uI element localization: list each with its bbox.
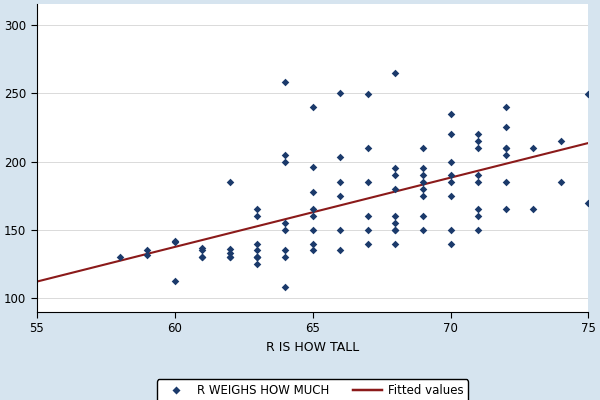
Point [308, 240, 317, 247]
Point [501, 179, 511, 185]
Point [363, 227, 373, 233]
Point [335, 227, 345, 233]
Point [501, 145, 511, 151]
Point [501, 145, 511, 151]
Point [473, 206, 483, 212]
Point [142, 247, 152, 254]
Point [280, 79, 290, 85]
Point [473, 213, 483, 220]
Point [170, 239, 179, 246]
Point [391, 240, 400, 247]
Point [556, 179, 566, 185]
Point [197, 247, 207, 254]
Point [501, 206, 511, 212]
Point [501, 152, 511, 158]
Point [308, 104, 317, 110]
Point [308, 164, 317, 170]
Point [446, 192, 455, 199]
Point [418, 192, 428, 199]
Point [280, 158, 290, 165]
Point [446, 158, 455, 165]
Point [142, 251, 152, 258]
Point [391, 165, 400, 172]
Point [308, 206, 317, 212]
Point [446, 110, 455, 117]
Point [529, 145, 538, 151]
Point [418, 172, 428, 178]
Point [391, 69, 400, 76]
Point [418, 179, 428, 185]
Point [253, 254, 262, 260]
Point [446, 240, 455, 247]
Point [363, 91, 373, 98]
Point [391, 227, 400, 233]
Point [391, 213, 400, 220]
Point [308, 247, 317, 254]
Point [501, 124, 511, 130]
Point [253, 206, 262, 212]
Point [363, 145, 373, 151]
Point [418, 145, 428, 151]
Point [473, 227, 483, 233]
Point [391, 220, 400, 226]
Point [308, 213, 317, 220]
Point [418, 186, 428, 192]
Point [253, 254, 262, 260]
Point [363, 240, 373, 247]
Point [473, 145, 483, 151]
Point [308, 227, 317, 233]
Point [253, 247, 262, 254]
Point [280, 247, 290, 254]
Point [225, 254, 235, 260]
Point [335, 90, 345, 96]
Point [501, 104, 511, 110]
Point [473, 172, 483, 178]
Point [253, 240, 262, 247]
Point [253, 254, 262, 260]
Point [335, 247, 345, 254]
Point [225, 250, 235, 256]
Point [473, 131, 483, 137]
Point [363, 213, 373, 220]
Point [391, 186, 400, 192]
Point [308, 188, 317, 195]
Point [418, 227, 428, 233]
Point [446, 179, 455, 185]
Point [391, 172, 400, 178]
Point [473, 138, 483, 144]
Point [418, 213, 428, 220]
Point [197, 254, 207, 260]
Point [556, 138, 566, 144]
Point [335, 179, 345, 185]
Point [197, 244, 207, 251]
Point [197, 254, 207, 260]
Legend: R WEIGHS HOW MUCH, Fitted values: R WEIGHS HOW MUCH, Fitted values [157, 380, 469, 400]
Point [280, 152, 290, 158]
Point [115, 254, 124, 260]
Point [225, 246, 235, 252]
Point [391, 227, 400, 233]
Point [446, 227, 455, 233]
Point [363, 179, 373, 185]
X-axis label: R IS HOW TALL: R IS HOW TALL [266, 341, 359, 354]
Point [418, 165, 428, 172]
Point [253, 213, 262, 220]
Point [280, 254, 290, 260]
Point [584, 91, 593, 98]
Point [225, 254, 235, 260]
Point [225, 179, 235, 185]
Point [253, 261, 262, 267]
Point [529, 206, 538, 212]
Point [446, 131, 455, 137]
Point [446, 172, 455, 178]
Point [280, 220, 290, 226]
Point [335, 192, 345, 199]
Point [335, 154, 345, 160]
Point [280, 284, 290, 290]
Point [473, 179, 483, 185]
Point [584, 199, 593, 206]
Point [170, 277, 179, 284]
Point [280, 227, 290, 233]
Point [170, 238, 179, 244]
